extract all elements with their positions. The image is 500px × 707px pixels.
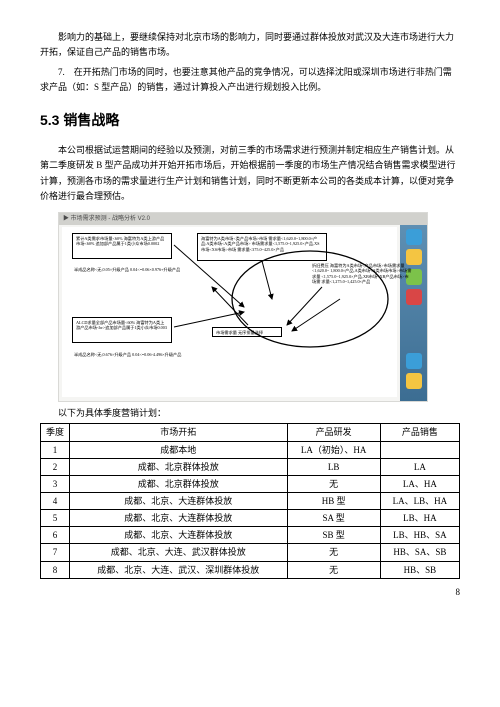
table-row: 1成都本地LA（初始）、HA xyxy=(41,441,460,458)
col-product: 产品研发 xyxy=(287,424,380,441)
table-cell: 2 xyxy=(41,458,70,475)
table-cell: 6 xyxy=(41,527,70,544)
paragraph-2: 7. 在开拓热门市场的同时，也要注意其他产品的竞争情况，可以选择沈阳或深圳市场进… xyxy=(40,65,460,96)
table-row: 8成都、北京、大连、武汉、深圳群体投放无HB、SB xyxy=(41,561,460,578)
table-cell: 成都、北京、大连群体投放 xyxy=(70,493,288,510)
table-cell: 无 xyxy=(287,544,380,561)
table-row: 6成都、北京、大连群体投放SB 型LB、HB、SA xyxy=(41,527,460,544)
table-cell: 成都、北京、大连群体投放 xyxy=(70,510,288,527)
sidebar-icon xyxy=(406,353,422,369)
sidebar-icon xyxy=(406,229,422,245)
table-cell: LB xyxy=(287,458,380,475)
table-caption: 以下为具体季度营销计划： xyxy=(58,406,460,421)
paragraph-3: 本公司根据试运营期间的经验以及预测，对前三季的市场需求进行预测并制定相应生产销售… xyxy=(40,143,460,204)
table-cell: 成都、北京、大连、武汉群体投放 xyxy=(70,544,288,561)
strategy-screenshot: ▶ 市场需求预测 - 战略分析 V2.0 累计A类需求市场量<60% 海富特为A… xyxy=(58,212,428,402)
app-sidebar xyxy=(400,225,427,401)
table-cell: 7 xyxy=(41,544,70,561)
col-quarter: 季度 xyxy=(41,424,70,441)
table-cell: SB 型 xyxy=(287,527,380,544)
table-cell: 成都、北京、大连群体投放 xyxy=(70,527,288,544)
table-cell: 无 xyxy=(287,561,380,578)
table-row: 3成都、北京群体投放无LA、HA xyxy=(41,475,460,492)
table-cell: LB、HA xyxy=(380,510,459,527)
table-cell: 成都、北京群体投放 xyxy=(70,475,288,492)
section-heading: 5.3 销售战略 xyxy=(40,109,460,133)
diagram-canvas: 累计A类需求市场量<60% 海富特为A类上游产品市场<60% 追加部产品属于1类… xyxy=(62,227,397,397)
table-cell: 成都本地 xyxy=(70,441,288,458)
col-market: 市场开拓 xyxy=(70,424,288,441)
table-cell: 成都、北京、大连、武汉、深圳群体投放 xyxy=(70,561,288,578)
table-cell: 1 xyxy=(41,441,70,458)
table-cell: 5 xyxy=(41,510,70,527)
table-cell: HB 型 xyxy=(287,493,380,510)
table-cell: 4 xyxy=(41,493,70,510)
table-cell: 8 xyxy=(41,561,70,578)
table-cell: LB、HB、SA xyxy=(380,527,459,544)
table-row: 2成都、北京群体投放LBLA xyxy=(41,458,460,475)
sidebar-icon xyxy=(406,289,422,305)
col-sales: 产品销售 xyxy=(380,424,459,441)
table-row: 7成都、北京、大连、武汉群体投放无HB、SA、SB xyxy=(41,544,460,561)
table-cell: LA、HA xyxy=(380,475,459,492)
table-cell: 无 xyxy=(287,475,380,492)
table-cell: LA、LB、HA xyxy=(380,493,459,510)
table-cell: LA（初始）、HA xyxy=(287,441,380,458)
diagram-arrows xyxy=(62,227,400,399)
table-cell: HB、SA、SB xyxy=(380,544,459,561)
window-title: ▶ 市场需求预测 - 战略分析 V2.0 xyxy=(63,214,150,224)
table-row: 4成都、北京、大连群体投放HB 型LA、LB、HA xyxy=(41,493,460,510)
table-cell: 成都、北京群体投放 xyxy=(70,458,288,475)
table-row: 5成都、北京、大连群体投放SA 型LB、HA xyxy=(41,510,460,527)
table-cell: HB、SB xyxy=(380,561,459,578)
table-cell: SA 型 xyxy=(287,510,380,527)
page-number: 8 xyxy=(40,585,460,600)
sidebar-icon xyxy=(406,373,422,389)
table-cell xyxy=(380,441,459,458)
table-cell: LA xyxy=(380,458,459,475)
table-cell: 3 xyxy=(41,475,70,492)
paragraph-1: 影响力的基础上，要继续保持对北京市场的影响力，同时要通过群体投放对武汉及大连市场… xyxy=(40,30,460,61)
marketing-plan-table: 季度 市场开拓 产品研发 产品销售 1成都本地LA（初始）、HA2成都、北京群体… xyxy=(40,423,460,578)
